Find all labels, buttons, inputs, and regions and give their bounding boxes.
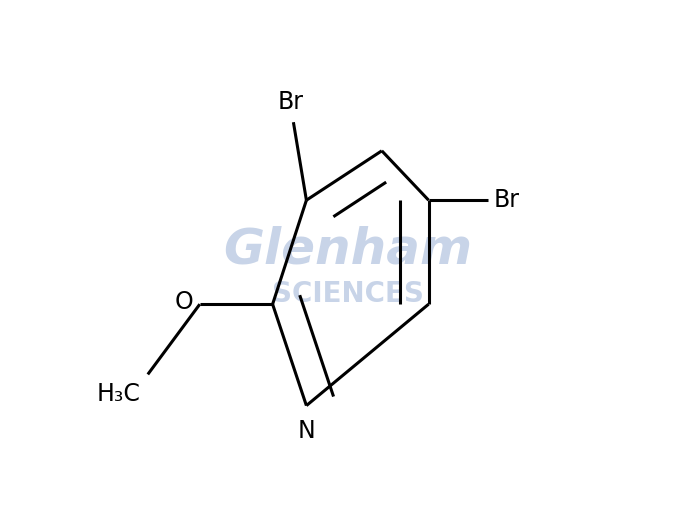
- Text: Br: Br: [493, 188, 520, 212]
- Text: SCIENCES: SCIENCES: [272, 280, 424, 308]
- Text: N: N: [297, 419, 315, 443]
- Text: Br: Br: [278, 90, 303, 114]
- Text: H₃C: H₃C: [96, 382, 140, 406]
- Text: Glenham: Glenham: [223, 226, 473, 274]
- Text: O: O: [175, 290, 193, 314]
